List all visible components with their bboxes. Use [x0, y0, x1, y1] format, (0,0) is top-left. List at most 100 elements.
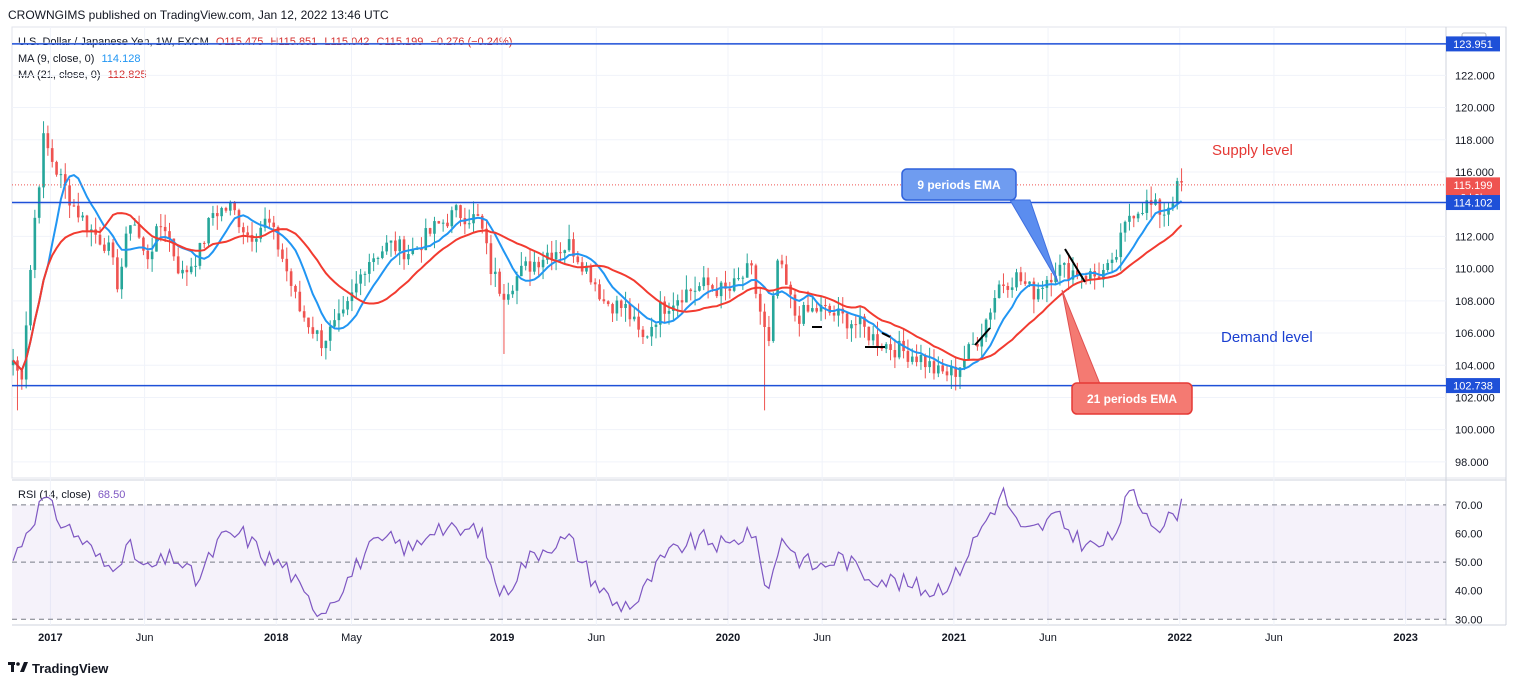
candle-body [711, 285, 714, 289]
candle-body [984, 319, 988, 338]
price-tick-label: 106.000 [1455, 328, 1495, 340]
candle-body [624, 303, 627, 308]
candle-body [958, 367, 962, 377]
price-tick-label: 122.000 [1455, 70, 1495, 82]
rsi-line [12, 486, 1183, 618]
candle-body [424, 228, 428, 251]
candle-body [1015, 272, 1018, 288]
candle-body [806, 304, 810, 312]
candle-body [1175, 181, 1179, 204]
candle-body [72, 205, 76, 207]
candle-body [528, 261, 532, 272]
candle-body [559, 252, 562, 254]
candle-body [255, 238, 258, 242]
candle-body [802, 304, 805, 324]
candle-body [858, 316, 862, 325]
candle-body [150, 251, 154, 260]
candle-body [585, 265, 588, 272]
candle-body [745, 263, 749, 278]
symbol-legend: U.S. Dollar / Japanese Yen, 1W, FXCM O11… [18, 36, 516, 48]
candle-body [611, 304, 614, 314]
candle-body [828, 305, 832, 313]
rsi-tick-label: 60.00 [1455, 528, 1483, 540]
candle-body [450, 210, 454, 227]
candle-body [1106, 263, 1110, 270]
candle-body [819, 304, 823, 312]
rsi-tick-label: 30.00 [1455, 614, 1483, 626]
rsi-legend: RSI (14, close) 68.50 [18, 489, 129, 501]
candle-body [567, 239, 571, 251]
candle-body [42, 133, 45, 188]
candle-body [854, 324, 858, 326]
candle-body [615, 300, 619, 314]
candle-body [1058, 264, 1062, 276]
time-tick-label: Jun [1265, 632, 1283, 644]
candle-body [46, 133, 50, 149]
candle-body [346, 301, 349, 310]
candle-body [637, 316, 640, 330]
candle-body [441, 222, 445, 224]
candle-body [1067, 263, 1070, 280]
candle-body [281, 249, 284, 259]
candle-body [676, 300, 680, 306]
candle-body [489, 243, 493, 275]
time-tick-label: Jun [136, 632, 154, 644]
candle-body [1041, 287, 1044, 289]
candle-body [224, 207, 228, 211]
candle-body [919, 355, 923, 363]
candle-body [1028, 281, 1031, 284]
moving-averages [12, 173, 1183, 373]
rsi-tick-label: 40.00 [1455, 586, 1483, 598]
candle-body [320, 330, 323, 349]
candle-body [606, 301, 610, 305]
candle-body [767, 327, 771, 342]
candle-body [546, 252, 549, 260]
candle-body [593, 282, 597, 285]
candle-body [341, 309, 345, 314]
price-tick-label: 108.000 [1455, 296, 1495, 308]
candle-body [867, 326, 871, 341]
ema21-callout-box [1071, 382, 1193, 415]
candle-body [702, 277, 706, 287]
candle-body [20, 370, 24, 380]
drawn-trendline [881, 332, 891, 338]
candle-body [81, 215, 84, 218]
candle-body [407, 254, 410, 260]
candle-body [897, 340, 901, 358]
candle-body [719, 282, 723, 297]
candle-body [176, 256, 180, 274]
demand-level-label: Demand level [1221, 329, 1313, 346]
candle-body [359, 274, 362, 284]
candle-body [189, 266, 193, 273]
candle-body [780, 260, 784, 265]
candle-body [954, 366, 957, 377]
footer-brand: TradingView [8, 660, 108, 677]
candle-body [163, 226, 167, 232]
candle-body [910, 356, 914, 362]
candle-body [276, 226, 280, 250]
candle-body [1062, 263, 1066, 265]
candle-body [350, 292, 354, 302]
candle-body [55, 161, 58, 175]
candle-body [376, 257, 380, 259]
candle-body [654, 324, 658, 327]
change-value: −0.276 (−0.24%) [430, 36, 513, 48]
candle-body [533, 261, 536, 272]
candle-body [246, 232, 249, 235]
candle-body [181, 269, 184, 274]
candle-body [142, 237, 145, 251]
candle-body [750, 263, 753, 266]
candle-body [824, 304, 827, 306]
candle-body [385, 242, 388, 252]
candle-body [928, 361, 931, 368]
candle-body [1119, 232, 1123, 258]
candle-body [302, 311, 306, 318]
candle-body [333, 320, 336, 327]
candle-body [1036, 288, 1040, 300]
candle-body [1076, 270, 1079, 276]
time-tick-label: 2017 [38, 632, 62, 644]
price-tick-label: 110.000 [1455, 264, 1494, 276]
candle-body [498, 271, 501, 294]
candle-body [541, 259, 545, 268]
